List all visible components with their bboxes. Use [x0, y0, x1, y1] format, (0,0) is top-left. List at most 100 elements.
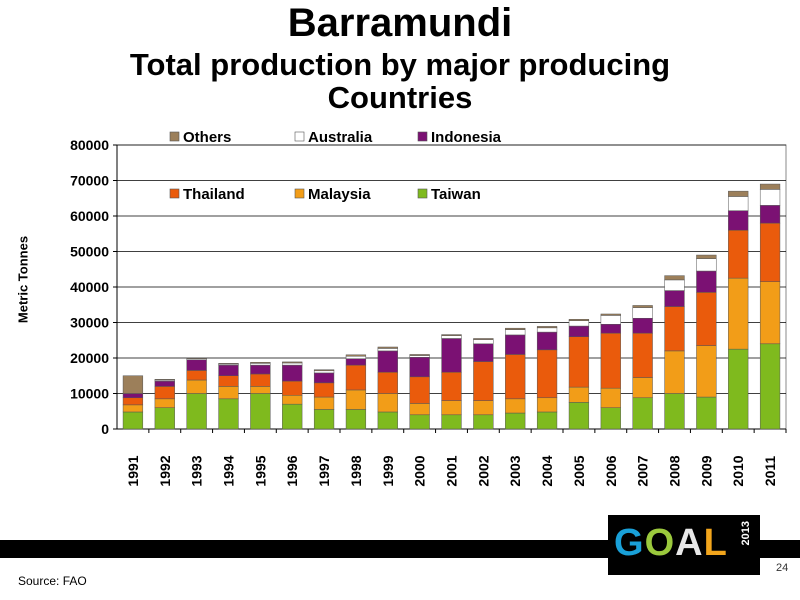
- logo-letter-a: A: [675, 522, 704, 564]
- bar-segment-australia-2000: [409, 355, 430, 358]
- bar-segment-others-2008: [664, 275, 685, 281]
- logo-letter-l: L: [703, 522, 728, 564]
- bar-segment-australia-2010: [728, 196, 749, 211]
- bar-segment-taiwan-2001: [441, 414, 462, 430]
- bar-segment-indonesia-2004: [536, 331, 558, 351]
- page-title: Barramundi: [287, 1, 513, 45]
- y-tick-label: 40000: [70, 279, 109, 295]
- bar-segment-others-1992: [154, 379, 175, 381]
- bar-segment-indonesia-2003: [505, 334, 526, 355]
- bar-segment-taiwan-2008: [664, 393, 685, 430]
- bar-segment-thailand-2001: [441, 371, 462, 401]
- y-tick-label: 50000: [70, 244, 109, 260]
- bar-segment-indonesia-2002: [473, 343, 494, 362]
- bar-segment-indonesia-2001: [441, 338, 462, 373]
- y-tick-label: 10000: [70, 386, 109, 402]
- bar-segment-indonesia-1992: [154, 380, 175, 387]
- bar-segment-thailand-2008: [664, 306, 685, 352]
- bar-segment-malaysia-2000: [409, 403, 430, 416]
- legend-swatch-malaysia: [294, 188, 305, 199]
- goal-logo: GOAL 2013: [608, 515, 760, 575]
- bar-segment-thailand-1995: [250, 373, 271, 387]
- bar-segment-australia-1998: [345, 355, 367, 359]
- source-note: Source: FAO: [18, 574, 87, 588]
- bar-segment-indonesia-2005: [568, 325, 590, 337]
- bar-segment-taiwan-1991: [122, 411, 144, 430]
- bar-segment-taiwan-2006: [600, 407, 621, 430]
- y-tick-label: 80000: [70, 137, 109, 153]
- bar-segment-malaysia-2009: [696, 345, 717, 398]
- bar-segment-others-1996: [282, 361, 303, 364]
- bar-segment-taiwan-2002: [473, 414, 494, 430]
- bar-segment-malaysia-2002: [473, 400, 494, 416]
- bar-segment-malaysia-2006: [600, 387, 621, 408]
- x-tick-label: 2003: [507, 455, 523, 486]
- bar-segment-thailand-2005: [568, 336, 590, 388]
- bar-segment-others-2007: [632, 305, 653, 308]
- x-tick-label: 1998: [348, 455, 364, 486]
- bar-segment-thailand-2009: [696, 292, 717, 346]
- bar-segment-others-1998: [345, 354, 367, 357]
- bar-segment-others-2004: [536, 326, 558, 329]
- x-tick-label: 2009: [698, 455, 714, 486]
- bar-segment-malaysia-2007: [632, 377, 653, 399]
- title-block: Barramundi Total production by major pro…: [0, 0, 800, 114]
- bar-segment-australia-2002: [473, 339, 494, 345]
- bar-segment-indonesia-2007: [632, 317, 653, 334]
- bar-segment-others-1995: [250, 362, 271, 364]
- bar-segment-taiwan-2009: [696, 396, 717, 430]
- bar-segment-taiwan-2000: [409, 414, 430, 430]
- bar-segment-taiwan-2007: [632, 397, 653, 430]
- bar-segment-thailand-2004: [536, 349, 558, 399]
- bar-segment-australia-2009: [696, 258, 717, 272]
- bar-segment-others-1994: [218, 363, 239, 365]
- bar-segment-indonesia-1997: [313, 372, 335, 384]
- page-number: 24: [776, 562, 789, 574]
- bar-segment-taiwan-1993: [186, 393, 207, 430]
- bar-segment-malaysia-2003: [505, 398, 526, 414]
- bar-segment-australia-2001: [441, 335, 462, 339]
- bar-segment-others-1991: [122, 375, 144, 394]
- bar-segment-malaysia-2001: [441, 400, 462, 416]
- x-tick-label: 2011: [762, 456, 778, 487]
- y-tick-label: 30000: [70, 315, 109, 331]
- stacked-bar-chart: 0 10000 20000 30000 40000 50000 60000 70000 8000…: [70, 129, 787, 487]
- bar-segment-indonesia-2011: [759, 205, 781, 224]
- bar-segment-taiwan-2010: [728, 348, 749, 430]
- bar-segment-thailand-1996: [282, 380, 303, 396]
- bar-segment-thailand-2006: [600, 332, 621, 389]
- bar-segment-australia-2008: [664, 279, 685, 291]
- x-tick-label: 2008: [667, 455, 683, 486]
- bar-segment-malaysia-1999: [377, 393, 398, 413]
- bar-segment-indonesia-2009: [696, 270, 717, 293]
- bar-segment-thailand-1994: [218, 375, 239, 387]
- y-tick-label: 20000: [70, 350, 109, 366]
- legend-label-others: Others: [183, 129, 231, 146]
- y-axis-title: Metric Tonnes: [15, 235, 31, 324]
- bar-segment-malaysia-1993: [186, 379, 207, 394]
- bar-segment-malaysia-2011: [759, 281, 781, 345]
- bar-segment-malaysia-1996: [282, 395, 303, 405]
- bar-segment-others-2002: [473, 338, 494, 340]
- bar-segment-australia-1999: [377, 348, 398, 352]
- x-tick-label: 2010: [730, 455, 746, 486]
- x-tick-label: 1995: [252, 455, 268, 486]
- bar-segment-indonesia-1993: [186, 359, 207, 371]
- bar-segment-malaysia-1997: [313, 396, 335, 410]
- x-tick-label: 2000: [412, 455, 428, 486]
- logo-wordmark: GOAL: [614, 523, 728, 563]
- bar-segment-others-2005: [568, 319, 590, 321]
- bar-segment-malaysia-1994: [218, 386, 239, 400]
- x-tick-label: 2005: [571, 455, 587, 486]
- bar-segment-thailand-2000: [409, 376, 430, 404]
- footer-bar: [0, 540, 800, 558]
- x-tick-label: 2007: [635, 455, 651, 486]
- bar-segment-thailand-2007: [632, 332, 653, 378]
- bar-segment-taiwan-2011: [759, 343, 781, 430]
- bar-segment-indonesia-1998: [345, 358, 367, 366]
- bar-segment-thailand-1993: [186, 370, 207, 381]
- bar-segment-malaysia-1995: [250, 386, 271, 394]
- bar-segment-indonesia-2010: [728, 210, 749, 231]
- bar-segment-australia-2007: [632, 307, 653, 319]
- bar-segment-malaysia-1991: [122, 404, 144, 413]
